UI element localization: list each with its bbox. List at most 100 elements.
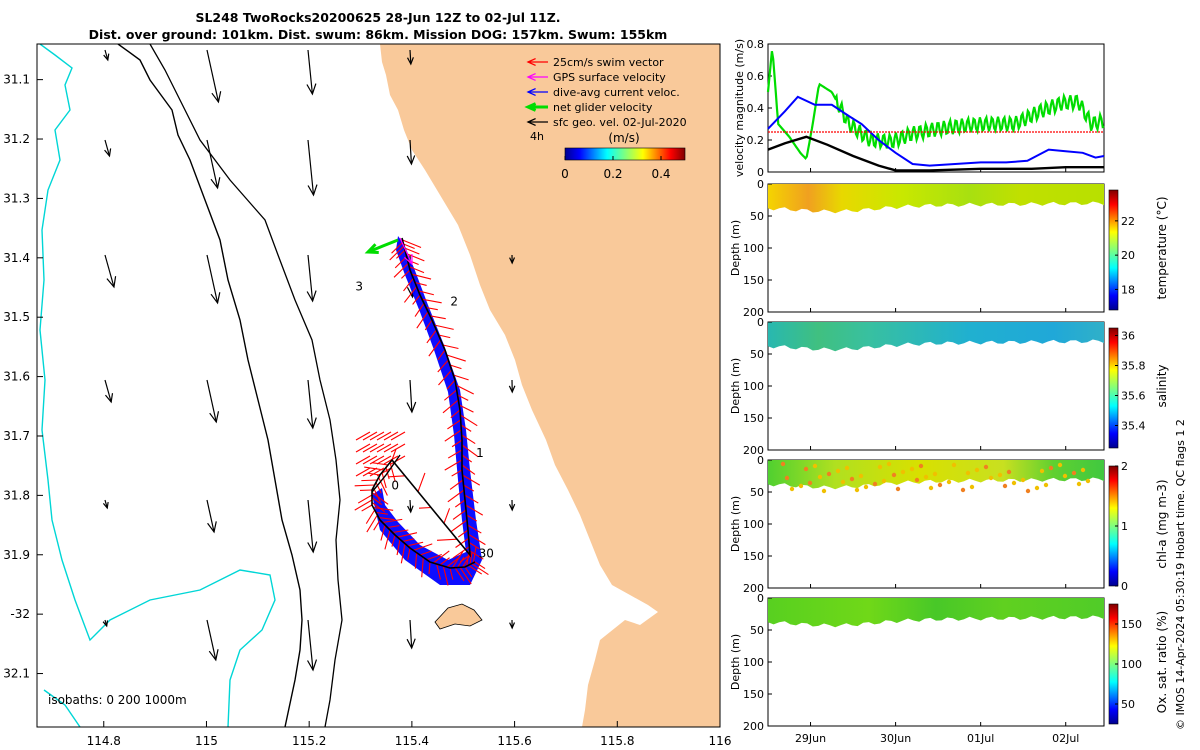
swim-vector: [451, 439, 463, 448]
swim-vector: [402, 538, 415, 543]
section-colorbar-label: Ox. sat. ratio (%): [1155, 611, 1169, 713]
series-sfc-geo-velocity: [767, 135, 1104, 172]
section-y-tick-label: 150: [743, 412, 764, 425]
swim-vector: [446, 354, 466, 362]
chl-speckle: [877, 464, 883, 470]
colorbar-tick-label: 150: [1121, 618, 1142, 631]
chl-speckle: [803, 466, 809, 472]
swim-vector: [355, 431, 371, 441]
chl-speckle: [900, 469, 906, 475]
legend-label: 25cm/s swim vector: [553, 56, 664, 69]
map-y-tick-label: 31.7: [3, 429, 30, 443]
swim-vector: [457, 557, 465, 568]
map-y-tick-label: 32.1: [3, 667, 30, 681]
swim-vector: [402, 239, 422, 249]
colorbar-tick-label: 20: [1121, 249, 1135, 262]
velocity-ylabel: velocity magnitude (m/s): [733, 39, 746, 177]
velocity-y-tick-label: 0.4: [747, 102, 765, 115]
map-y-tick-label: 31.2: [3, 132, 30, 146]
swim-vector: [460, 424, 472, 432]
swim-vector: [355, 467, 371, 477]
swim-vector: [442, 344, 459, 350]
sfc-geo-arrow: [406, 49, 414, 66]
net-velocity-arrow: [364, 238, 399, 254]
section-y-tick-label: 50: [750, 210, 764, 223]
chl-speckle: [960, 487, 966, 493]
chl-speckle: [1034, 485, 1040, 491]
map-y-tick-label: -32: [10, 607, 30, 621]
swim-vector: [407, 547, 411, 560]
colorbar-tick-label: 1: [1121, 520, 1128, 533]
swim-vector: [416, 311, 429, 329]
section-colorbar: [1108, 189, 1119, 311]
legend-item-swim: 25cm/s swim vector: [526, 56, 664, 69]
swim-vector: [468, 564, 483, 575]
island: [434, 603, 483, 630]
chl-speckle: [997, 472, 1003, 478]
credit-text: © IMOS 14-Apr-2024 05:30:19 Hobart time.…: [1174, 419, 1187, 730]
section-colorbar-label: chl-a (mg m-3): [1155, 479, 1169, 568]
sfc-geo-arrow: [307, 499, 318, 554]
legend-scale-label: 4h: [530, 130, 544, 143]
section-panel-temperature: 0 50 100 150 200 Depth (m) 18 20 22 temperature (…: [729, 178, 1169, 319]
swim-vector: [452, 546, 470, 559]
sfc-geo-arrow: [508, 499, 516, 512]
swim-vector: [373, 519, 381, 531]
section-y-tick-label: 100: [743, 518, 764, 531]
chl-speckle: [923, 474, 929, 480]
swim-vector: [392, 529, 409, 534]
swim-vector: [438, 334, 451, 339]
section-x-tick-label: 02Jul: [1052, 732, 1079, 745]
section-colorbar-label: salinity: [1155, 364, 1169, 407]
chl-speckle: [1011, 480, 1017, 486]
section-panel-salinity: 0 50 100 150 200 Depth (m) 35.4 35.6 35.8 36 salin…: [729, 316, 1169, 457]
swim-vector: [412, 294, 421, 305]
glider-track-line: [371, 454, 401, 493]
colorbar-tick-label: 35.4: [1121, 420, 1146, 433]
map-x-axis: 114.8 115 115.2 115.4 115.6 115.8 116: [87, 721, 732, 748]
swim-vector: [449, 567, 454, 580]
swim-vector: [426, 329, 437, 344]
swim-vector: [376, 443, 392, 453]
swim-vector: [362, 467, 378, 477]
map-legend: 25cm/s swim vector GPS surface velocity di…: [524, 56, 687, 129]
legend-arrow-sfc_geo: [526, 117, 548, 127]
chl-speckle: [1080, 467, 1086, 473]
swim-vector: [419, 550, 432, 556]
colorbar-tick-label: 35.8: [1121, 360, 1146, 373]
chl-speckle: [1006, 469, 1012, 475]
swim-vector: [357, 494, 373, 504]
sfc-geo-arrow: [508, 379, 516, 394]
swim-vector: [451, 469, 463, 477]
swim-vector: [362, 431, 378, 441]
chl-speckle: [849, 476, 855, 482]
chl-speckle: [988, 475, 994, 481]
section-y-tick-label: 200: [743, 306, 764, 319]
sfc-geo-arrow: [307, 139, 318, 197]
section-ylabel: Depth (m): [729, 220, 742, 276]
swim-vector: [460, 414, 478, 427]
map-y-axis: 31.1 31.2 31.3 31.4 31.5 31.6 31.7 31.8 31.9 -32 3…: [3, 73, 43, 681]
swim-vector: [389, 462, 396, 482]
colorbar-tick-label: 18: [1121, 283, 1135, 296]
chl-speckle: [937, 482, 943, 488]
swim-vector: [424, 319, 433, 331]
sfc-geo-arrow: [104, 254, 117, 289]
section-y-tick-label: 50: [750, 624, 764, 637]
chl-speckle: [844, 465, 850, 471]
chl-speckle: [798, 483, 804, 489]
section-ylabel: Depth (m): [729, 634, 742, 690]
map-x-tick-label: 116: [709, 734, 732, 748]
swim-vector: [390, 431, 406, 441]
chl-speckle: [965, 470, 971, 476]
sfc-geo-arrow: [102, 499, 109, 510]
swim-vector: [371, 502, 386, 513]
legend-label: sfc geo. vel. 02-Jul-2020: [553, 116, 687, 129]
section-colorbar-label: temperature (°C): [1155, 197, 1169, 300]
chl-speckle: [817, 474, 823, 480]
sfc-geo-arrow: [306, 49, 317, 96]
section-y-tick-label: 50: [750, 348, 764, 361]
colorbar-tick-label: 2: [1121, 460, 1128, 473]
swim-vector: [437, 349, 446, 361]
sfc-geo-arrow: [306, 379, 317, 430]
